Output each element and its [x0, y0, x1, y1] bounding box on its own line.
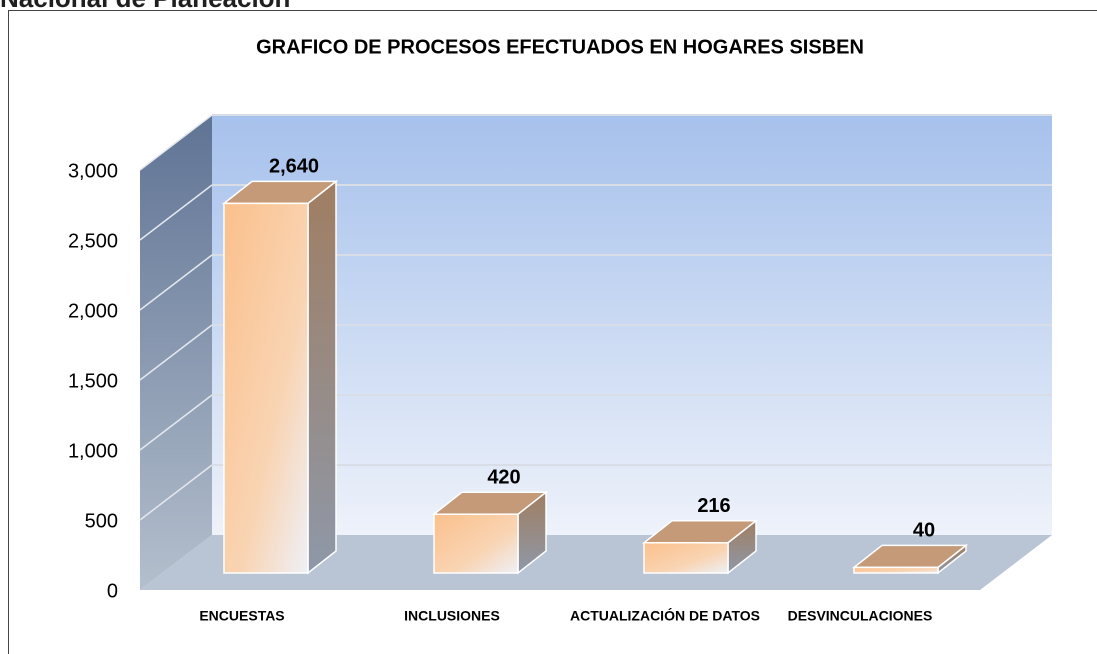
- page-header: Nacional de Planeación: [0, 0, 290, 13]
- value-label: 40: [913, 520, 935, 542]
- y-tick-label: 2,500: [68, 230, 118, 252]
- value-label: 420: [487, 466, 520, 488]
- x-tick-label: ENCUESTAS: [199, 608, 284, 624]
- side-grid-line: [139, 254, 213, 311]
- side-grid-line: [139, 324, 213, 381]
- y-tick-label: 0: [107, 580, 118, 602]
- floor: [140, 535, 1052, 590]
- y-tick-label: 3,000: [68, 160, 118, 182]
- value-label: 2,640: [269, 156, 319, 178]
- side-grid-line: [139, 114, 213, 171]
- x-tick-label: INCLUSIONES: [404, 608, 500, 624]
- bar: [643, 542, 729, 574]
- y-tick-label: 2,000: [68, 300, 118, 322]
- value-label: 216: [697, 495, 730, 517]
- bar-side: [307, 179, 337, 575]
- bar: [433, 513, 519, 574]
- bar: [853, 566, 939, 574]
- chart-title: GRAFICO DE PROCESOS EFECTUADOS EN HOGARE…: [256, 36, 864, 58]
- x-tick-label: DESVINCULACIONES: [788, 608, 933, 624]
- y-tick-label: 1,000: [68, 440, 118, 462]
- x-tick-label: ACTUALIZACIÓN DE DATOS: [570, 607, 760, 624]
- y-tick-label: 1,500: [68, 370, 118, 392]
- side-grid-line: [139, 464, 213, 521]
- side-grid-line: [139, 184, 213, 241]
- bar: [223, 202, 309, 574]
- side-grid-line: [139, 394, 213, 451]
- y-tick-label: 500: [85, 510, 118, 532]
